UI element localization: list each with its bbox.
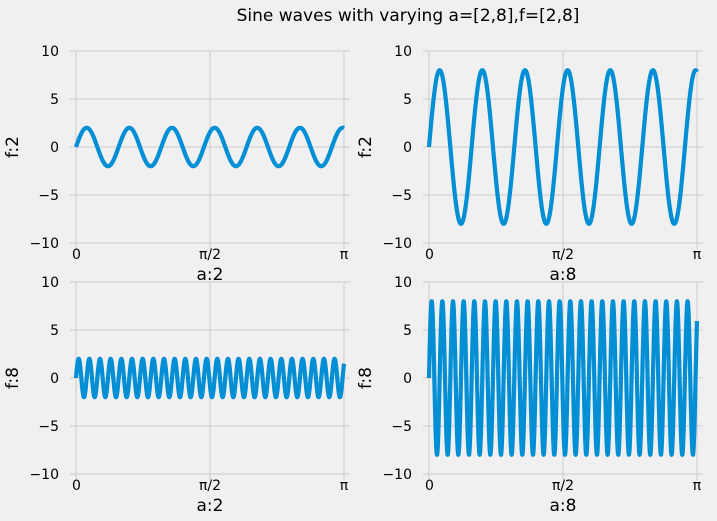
subplots: −10 −5 0 5 10 0 π/2 π a:2 f:2 −10 −5 0 5 10 0 π/2 π a:8 f:2…	[3, 44, 703, 516]
subplot-4: −10 −5 0 5 10 0 π/2 π a:8 f:8	[356, 275, 703, 516]
x-tick-label: π/2	[552, 247, 574, 263]
y-axis-label: f:2	[356, 136, 376, 158]
x-tick-label: π/2	[552, 478, 574, 494]
y-tick-label: 5	[50, 323, 59, 339]
x-axis-label: a:8	[550, 496, 577, 516]
x-tick-label: 0	[72, 478, 81, 494]
sine-series-line	[426, 299, 700, 457]
y-tick-label: −5	[391, 419, 412, 435]
y-tick-label: 0	[50, 371, 59, 387]
x-tick-label: π	[693, 247, 702, 263]
figure-suptitle: Sine waves with varying a=[2,8],f=[2,8]	[237, 6, 580, 26]
y-tick-label: 5	[50, 92, 59, 108]
y-tick-label: 10	[41, 44, 59, 60]
x-tick-label: 0	[425, 478, 434, 494]
sine-series-line	[74, 125, 346, 169]
y-tick-label: 5	[403, 92, 412, 108]
y-tick-label: −10	[382, 467, 412, 483]
y-tick-label: −5	[391, 188, 412, 204]
x-axis-label: a:2	[197, 496, 224, 516]
y-tick-label: 0	[50, 140, 59, 156]
y-tick-label: 5	[403, 323, 412, 339]
x-tick-label: π	[340, 478, 349, 494]
x-tick-label: 0	[72, 247, 81, 263]
x-tick-label: π	[340, 247, 349, 263]
y-tick-label: −5	[38, 188, 59, 204]
subplot-2: −10 −5 0 5 10 0 π/2 π a:8 f:2	[356, 44, 703, 285]
y-tick-label: 10	[394, 275, 412, 291]
x-tick-label: π/2	[199, 478, 221, 494]
subplot-1: −10 −5 0 5 10 0 π/2 π a:2 f:2	[3, 44, 350, 285]
subplot-3: −10 −5 0 5 10 0 π/2 π a:2 f:8	[3, 275, 350, 516]
y-axis-label: f:2	[3, 136, 23, 158]
y-axis-label: f:8	[356, 367, 376, 389]
y-tick-label: 10	[41, 275, 59, 291]
x-tick-label: π	[693, 478, 702, 494]
x-axis-label: a:8	[550, 265, 577, 285]
x-tick-label: 0	[425, 247, 434, 263]
sine-series-line	[426, 68, 699, 226]
y-tick-label: 10	[394, 44, 412, 60]
sine-series-line	[73, 356, 347, 400]
x-axis-label: a:2	[197, 265, 224, 285]
y-tick-label: −5	[38, 419, 59, 435]
y-tick-label: 0	[403, 140, 412, 156]
y-tick-label: −10	[29, 236, 59, 252]
y-tick-label: −10	[29, 467, 59, 483]
y-tick-label: −10	[382, 236, 412, 252]
x-tick-label: π/2	[199, 247, 221, 263]
y-axis-label: f:8	[3, 367, 23, 389]
y-tick-label: 0	[403, 371, 412, 387]
